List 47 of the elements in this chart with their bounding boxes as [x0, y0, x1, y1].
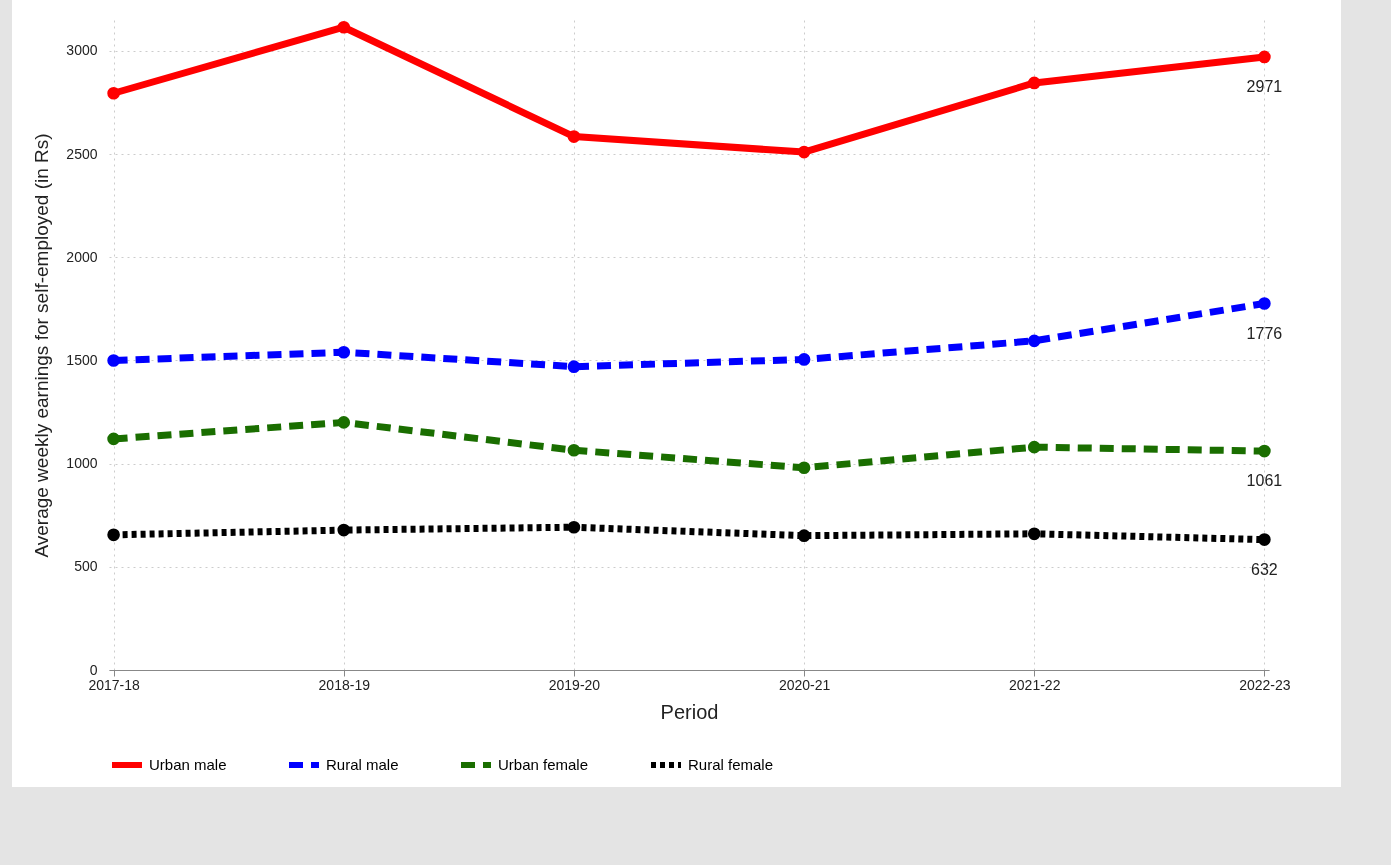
point [1027, 440, 1041, 454]
point [1258, 444, 1271, 458]
x-tick-label: 2021-22 [1009, 676, 1061, 693]
point [107, 86, 120, 100]
data-label: 1061 [1246, 472, 1283, 490]
point [107, 528, 120, 542]
point [107, 354, 120, 367]
point [1258, 50, 1271, 64]
data-label: 632 [1251, 560, 1278, 578]
x-tick-label: 2017-18 [88, 676, 140, 693]
point [567, 520, 581, 534]
point [337, 345, 351, 359]
y-tick-label: 0 [89, 661, 98, 678]
point [567, 443, 581, 457]
point [797, 353, 811, 366]
point [567, 130, 581, 143]
x-tick-label: 2018-19 [318, 676, 371, 693]
data-label: 2971 [1246, 77, 1283, 95]
point [567, 360, 581, 373]
x-tick-label: 2019-20 [548, 676, 601, 693]
point [1258, 533, 1271, 546]
point [337, 416, 351, 429]
x-tick-label: 2020-21 [778, 676, 831, 693]
point [797, 145, 811, 159]
point [1258, 297, 1271, 310]
y-tick-label: 3000 [66, 42, 98, 59]
point [337, 20, 351, 34]
x-axis-title: Period [660, 700, 719, 723]
legend-label: Urban male [149, 756, 227, 773]
point [1027, 76, 1041, 90]
y-tick-label: 500 [74, 558, 98, 575]
legend-label: Rural female [688, 756, 774, 773]
point [797, 461, 811, 475]
y-tick-label: 2000 [66, 248, 98, 265]
y-tick-label: 1500 [66, 351, 98, 368]
data-label: 1776 [1246, 324, 1283, 342]
point [107, 432, 120, 446]
point [1027, 527, 1041, 541]
point [797, 529, 811, 542]
y-tick-label: 1000 [66, 455, 98, 472]
y-tick-label: 2500 [66, 145, 98, 162]
y-axis-title: Average weekly earnings for self-employed (in Rs) [31, 133, 53, 558]
x-tick-label: 2022-23 [1239, 676, 1291, 693]
legend-label: Urban female [498, 756, 589, 773]
point [337, 523, 351, 537]
point [1027, 334, 1041, 348]
legend-label: Rural male [326, 756, 399, 773]
